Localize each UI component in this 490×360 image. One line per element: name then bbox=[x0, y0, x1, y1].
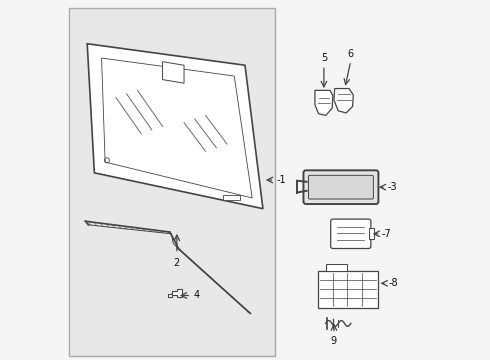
Polygon shape bbox=[334, 89, 353, 113]
Text: -1: -1 bbox=[276, 175, 286, 185]
Text: 9: 9 bbox=[331, 336, 337, 346]
Text: 5: 5 bbox=[321, 53, 327, 63]
FancyBboxPatch shape bbox=[318, 271, 378, 308]
FancyBboxPatch shape bbox=[331, 219, 371, 248]
Polygon shape bbox=[168, 289, 182, 297]
Text: 4: 4 bbox=[194, 291, 199, 301]
Text: -8: -8 bbox=[388, 278, 398, 288]
Text: 6: 6 bbox=[348, 49, 354, 59]
FancyBboxPatch shape bbox=[69, 8, 275, 356]
Bar bbox=[326, 264, 347, 271]
Polygon shape bbox=[163, 62, 184, 83]
Bar bbox=[223, 195, 240, 200]
Polygon shape bbox=[87, 44, 263, 209]
Text: -7: -7 bbox=[382, 229, 392, 239]
Polygon shape bbox=[315, 90, 333, 116]
FancyBboxPatch shape bbox=[309, 175, 373, 199]
Text: 2: 2 bbox=[174, 258, 180, 268]
Text: -3: -3 bbox=[388, 182, 397, 192]
FancyBboxPatch shape bbox=[303, 170, 378, 204]
Bar bbox=[368, 228, 374, 239]
